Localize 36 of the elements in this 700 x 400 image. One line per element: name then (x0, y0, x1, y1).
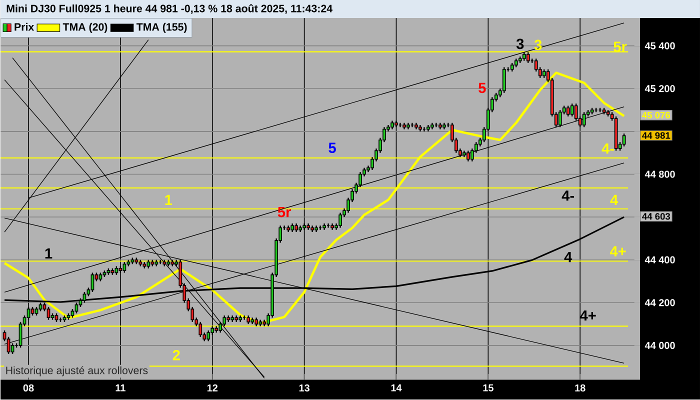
chart-title: Mini DJ30 Full0925 1 heure 44 981 -0,13 % 18 août 2025, 11:43:24 (6, 4, 332, 14)
annotation: 4- (562, 190, 574, 201)
annotation: 4- (602, 144, 614, 154)
annotation: 2 (172, 350, 180, 360)
annotation: Historique ajusté aux rollovers (6, 366, 148, 376)
y-tick-label: 45 400 (644, 42, 675, 50)
text: 44 981 (642, 132, 670, 139)
y-tick-label: 44 200 (644, 299, 675, 306)
annotation: 1 (45, 248, 52, 259)
annotation: 3 (534, 40, 542, 50)
y-tick-label: 44 800 (644, 170, 675, 178)
annotation: 5 (328, 142, 336, 154)
text: 44 603 (642, 213, 670, 220)
y-tick-label: 45 200 (644, 85, 675, 92)
annotation: 5r (614, 42, 627, 52)
x-tick-label: 12 (207, 384, 218, 392)
annotation: 4+ (610, 246, 626, 256)
x-tick-label: 11 (116, 384, 126, 392)
x-tick-label: 13 (299, 384, 310, 392)
annotation: 4 (610, 195, 618, 206)
annotation: 3 (516, 38, 524, 50)
annotation: 1 (165, 195, 172, 206)
text: 45 076 (642, 112, 670, 119)
annotation: 5 (478, 83, 486, 94)
annotation: 4 (564, 252, 572, 262)
annotation: 4+ (580, 310, 596, 321)
x-tick-label: 15 (483, 384, 494, 392)
x-tick-label: 18 (575, 384, 586, 392)
x-tick-label: 08 (23, 384, 34, 392)
y-tick-label: 44 000 (644, 342, 675, 350)
x-tick-label: 14 (391, 384, 402, 392)
y-tick-label: 44 400 (644, 256, 675, 264)
legend-label: Prix (14, 23, 34, 31)
annotation: 5r (278, 207, 292, 218)
legend-label: TMA (155) (136, 23, 187, 34)
legend-label: TMA (20) (62, 23, 108, 34)
